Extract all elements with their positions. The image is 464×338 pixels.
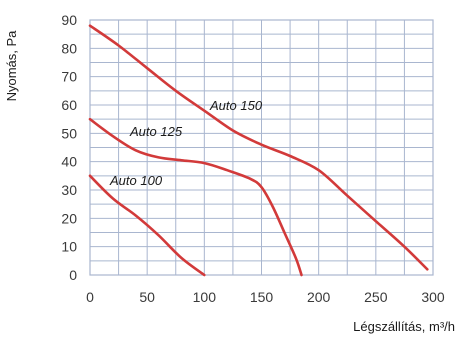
x-tick-label: 250	[364, 289, 388, 305]
series-line-auto-150	[88, 24, 429, 271]
y-tick-label: 60	[61, 97, 77, 113]
y-tick-label: 10	[61, 239, 77, 255]
y-tick-labels: 0 10 20 30 40 50 60 70 80 90	[61, 12, 77, 283]
series-line-auto-125	[88, 117, 303, 277]
x-axis-title: Légszállítás, m³/h	[353, 319, 455, 334]
series-label-auto-100: Auto 100	[109, 173, 163, 188]
series-line-auto-100	[88, 174, 206, 277]
y-tick-label: 70	[61, 69, 77, 85]
x-tick-label: 50	[139, 289, 155, 305]
plot-frame	[89, 19, 434, 276]
y-tick-label: 20	[61, 210, 77, 226]
x-tick-label: 0	[86, 289, 94, 305]
y-tick-label: 50	[61, 125, 77, 141]
x-tick-label: 200	[307, 289, 331, 305]
y-tick-label: 40	[61, 154, 77, 170]
series-labels: Auto 100 Auto 125 Auto 150	[109, 98, 263, 188]
series-label-auto-125: Auto 125	[129, 124, 183, 139]
grid	[89, 19, 434, 276]
y-axis-title: Nyomás, Pa	[4, 30, 19, 102]
x-tick-label: 150	[250, 289, 274, 305]
series-label-auto-150: Auto 150	[209, 98, 263, 113]
series-lines	[88, 24, 429, 277]
x-tick-labels: 0 50 100 150 200 250 300	[86, 289, 445, 305]
x-tick-label: 100	[193, 289, 217, 305]
y-tick-label: 80	[61, 40, 77, 56]
y-tick-label: 30	[61, 182, 77, 198]
x-tick-label: 300	[421, 289, 445, 305]
y-tick-label: 90	[61, 12, 77, 28]
y-tick-label: 0	[69, 267, 77, 283]
